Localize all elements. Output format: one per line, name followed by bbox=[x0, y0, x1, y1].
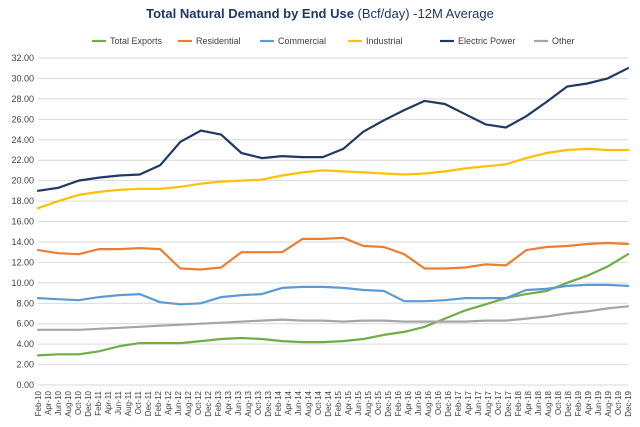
x-tick-label: Dec-10 bbox=[84, 390, 93, 416]
y-tick-label: 4.00 bbox=[16, 339, 34, 349]
y-tick-label: 8.00 bbox=[16, 298, 34, 308]
legend-label: Industrial bbox=[366, 36, 403, 46]
series-lines bbox=[36, 67, 630, 357]
legend-label: Electric Power bbox=[458, 36, 516, 46]
x-tick-label: Dec-16 bbox=[444, 390, 453, 416]
series-line-other bbox=[36, 305, 630, 331]
y-tick-label: 32.00 bbox=[11, 53, 34, 63]
y-tick-label: 28.00 bbox=[11, 94, 34, 104]
legend-label: Residential bbox=[196, 36, 241, 46]
series-line-residential bbox=[36, 236, 630, 271]
y-tick-label: 0.00 bbox=[16, 380, 34, 390]
x-tick-label: Jun-14 bbox=[294, 390, 303, 415]
x-tick-label: Aug-15 bbox=[364, 390, 373, 416]
y-tick-label: 16.00 bbox=[11, 217, 34, 227]
x-tick-label: Aug-18 bbox=[544, 390, 553, 416]
x-tick-label: Oct-11 bbox=[134, 390, 143, 414]
x-tick-label: Feb-10 bbox=[34, 390, 43, 416]
x-tick-label: Dec-17 bbox=[504, 390, 513, 416]
x-tick-label: Oct-14 bbox=[314, 390, 323, 415]
x-tick-label: Jun-19 bbox=[594, 390, 603, 415]
x-tick-label: Dec-15 bbox=[384, 390, 393, 416]
x-tick-label: Feb-13 bbox=[214, 390, 223, 416]
x-tick-label: Dec-19 bbox=[624, 390, 633, 416]
y-tick-label: 22.00 bbox=[11, 155, 34, 165]
x-tick-label: Apr-11 bbox=[104, 390, 113, 414]
x-tick-label: Jun-16 bbox=[414, 390, 423, 415]
x-tick-label: Apr-18 bbox=[524, 390, 533, 415]
y-tick-label: 12.00 bbox=[11, 257, 34, 267]
x-tick-label: Oct-16 bbox=[434, 390, 443, 415]
x-tick-label: Feb-16 bbox=[394, 390, 403, 416]
x-tick-label: Apr-14 bbox=[284, 390, 293, 415]
x-tick-label: Feb-12 bbox=[154, 390, 163, 416]
x-tick-label: Oct-19 bbox=[614, 390, 623, 415]
x-axis: Feb-10 Apr-10 Jun-10 Aug-10 Oct-10 Dec-10 Feb-… bbox=[34, 390, 633, 416]
x-tick-label: Jun-17 bbox=[474, 390, 483, 415]
x-tick-label: Oct-15 bbox=[374, 390, 383, 415]
y-tick-label: 2.00 bbox=[16, 360, 34, 370]
x-tick-label: Dec-13 bbox=[264, 390, 273, 416]
chart-title-unit: (Bcf/day) -12M Average bbox=[357, 6, 494, 21]
x-tick-label: Aug-14 bbox=[304, 390, 313, 416]
x-tick-label: Apr-10 bbox=[44, 390, 53, 415]
x-tick-label: Aug-10 bbox=[64, 390, 73, 416]
x-tick-label: Apr-16 bbox=[404, 390, 413, 415]
x-tick-label: Feb-18 bbox=[514, 390, 523, 416]
x-tick-label: Jun-15 bbox=[354, 390, 363, 415]
x-tick-label: Dec-14 bbox=[324, 390, 333, 416]
x-tick-label: Feb-11 bbox=[94, 390, 103, 415]
y-tick-label: 18.00 bbox=[11, 196, 34, 206]
x-tick-label: Oct-18 bbox=[554, 390, 563, 415]
series-line-commercial bbox=[36, 283, 630, 306]
y-tick-label: 20.00 bbox=[11, 176, 34, 186]
x-tick-label: Feb-15 bbox=[334, 390, 343, 416]
x-tick-label: Feb-14 bbox=[274, 390, 283, 416]
legend-label: Commercial bbox=[278, 36, 326, 46]
x-tick-label: Dec-11 bbox=[144, 390, 153, 416]
x-tick-label: Feb-19 bbox=[574, 390, 583, 416]
x-tick-label: Apr-17 bbox=[464, 390, 473, 415]
y-tick-label: 6.00 bbox=[16, 319, 34, 329]
x-tick-label: Aug-16 bbox=[424, 390, 433, 416]
grid-lines bbox=[38, 57, 628, 386]
x-tick-label: Oct-10 bbox=[74, 390, 83, 415]
series-line-industrial bbox=[36, 147, 630, 210]
series-line-total-exports bbox=[36, 253, 630, 357]
x-tick-label: Jun-18 bbox=[534, 390, 543, 415]
y-axis: 0.00 2.00 4.00 6.00 8.00 10.00 12.00 14.00 16.00… bbox=[11, 53, 34, 390]
x-tick-label: Dec-18 bbox=[564, 390, 573, 416]
x-tick-label: Dec-12 bbox=[204, 390, 213, 416]
legend-label: Other bbox=[552, 36, 575, 46]
x-tick-label: Jun-10 bbox=[54, 390, 63, 415]
x-tick-label: Feb-17 bbox=[454, 390, 463, 416]
x-tick-label: Oct-12 bbox=[194, 390, 203, 415]
x-tick-label: Jun-13 bbox=[234, 390, 243, 415]
legend: Total Exports Residential Commercial Indust… bbox=[92, 36, 575, 46]
x-tick-label: Jun-12 bbox=[174, 390, 183, 415]
legend-label: Total Exports bbox=[110, 36, 163, 46]
x-tick-label: Apr-13 bbox=[224, 390, 233, 415]
chart-title-main: Total Natural Demand by End Use bbox=[146, 6, 354, 21]
y-tick-label: 30.00 bbox=[11, 73, 34, 83]
x-tick-label: Oct-17 bbox=[494, 390, 503, 415]
x-tick-label: Apr-12 bbox=[164, 390, 173, 415]
y-tick-label: 24.00 bbox=[11, 135, 34, 145]
series-line-electric-power bbox=[36, 67, 630, 192]
x-tick-label: Aug-19 bbox=[604, 390, 613, 416]
x-tick-label: Aug-11 bbox=[124, 390, 133, 416]
x-tick-label: Aug-17 bbox=[484, 390, 493, 416]
y-tick-label: 26.00 bbox=[11, 114, 34, 124]
x-tick-label: Apr-19 bbox=[584, 390, 593, 415]
chart-title: Total Natural Demand by End Use (Bcf/day… bbox=[0, 6, 640, 21]
x-tick-label: Oct-13 bbox=[254, 390, 263, 415]
x-tick-label: Aug-12 bbox=[184, 390, 193, 416]
x-tick-label: Jun-11 bbox=[114, 390, 123, 414]
y-tick-label: 14.00 bbox=[11, 237, 34, 247]
y-tick-label: 10.00 bbox=[11, 278, 34, 288]
x-tick-label: Aug-13 bbox=[244, 390, 253, 416]
x-tick-label: Apr-15 bbox=[344, 390, 353, 415]
